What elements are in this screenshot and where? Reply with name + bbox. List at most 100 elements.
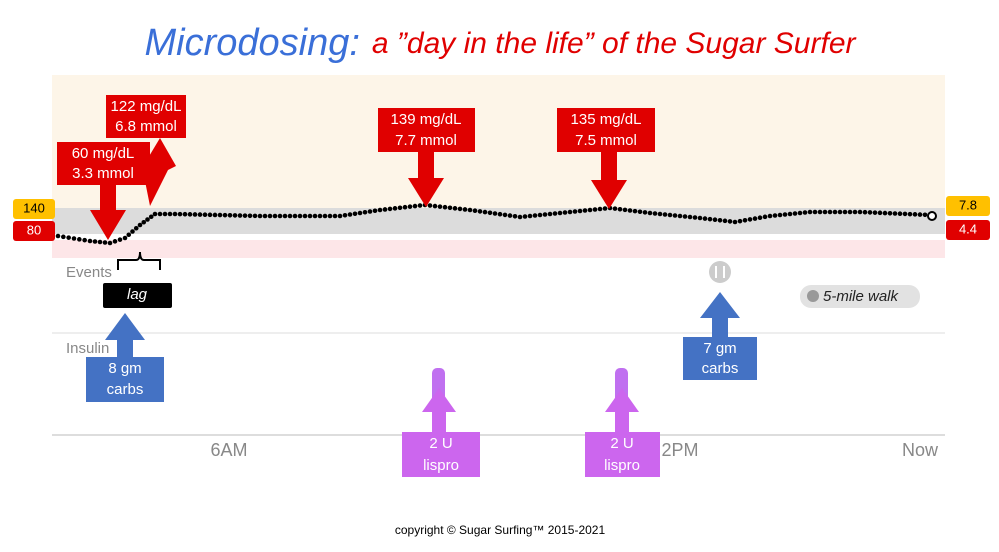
trace-dot	[477, 209, 483, 214]
trace-dot	[162, 211, 168, 217]
insulin-text: 2 U	[429, 435, 452, 452]
low-band	[52, 240, 945, 258]
trace-dot	[522, 214, 528, 219]
callout-text: 3.3 mmol	[72, 165, 134, 182]
trace-dot	[392, 206, 398, 211]
trace-dot	[612, 206, 618, 211]
trace-dot	[797, 210, 803, 216]
trace-dot	[145, 217, 150, 222]
trace-dot	[672, 213, 678, 218]
callout: 139 mg/dL 7.7 mmol	[378, 108, 475, 207]
trace-dot	[347, 212, 353, 217]
trace-dot	[192, 212, 198, 217]
trace-dot	[267, 213, 273, 219]
trace-dot	[722, 218, 728, 224]
left-low: 80	[27, 222, 41, 237]
trace-dot	[382, 207, 388, 212]
trace-dot	[302, 213, 308, 219]
callout-text: 135 mg/dL	[571, 111, 642, 128]
trace-dot	[622, 207, 628, 213]
trace-dot	[767, 213, 773, 219]
trace-dot	[126, 232, 132, 238]
trace-dot	[742, 217, 748, 223]
callout: 135 mg/dL 7.5 mmol	[557, 108, 655, 209]
insulin-arrow	[605, 388, 639, 432]
trace-dot	[427, 203, 433, 208]
trace-dot	[242, 213, 248, 218]
trace-dot	[817, 209, 823, 215]
activity-pill	[800, 285, 920, 308]
trace-dot	[232, 213, 238, 218]
trace-dot	[322, 213, 328, 219]
trace-dot	[507, 213, 513, 218]
trace-dot	[102, 240, 108, 245]
trace-dot	[402, 204, 408, 210]
trace-dot	[647, 210, 653, 216]
trace-dot	[117, 237, 123, 242]
trace-dot	[737, 218, 743, 224]
trace-dot	[287, 213, 293, 219]
trace-dot	[337, 213, 343, 219]
time-label: 6AM	[210, 440, 247, 460]
trace-dot	[307, 213, 313, 219]
trace-dot	[802, 210, 808, 215]
trace-dot	[227, 212, 233, 218]
right-high: 7.8	[959, 197, 977, 212]
trace-dot	[187, 212, 193, 217]
callout-box	[57, 142, 150, 185]
trace-dot	[572, 209, 578, 214]
trace-dot	[917, 212, 923, 217]
trace-dot	[437, 204, 443, 209]
trace-dot	[407, 204, 413, 209]
trace-dot	[532, 213, 538, 218]
activity-text: 5-mile walk	[823, 288, 900, 305]
callout-text: 60 mg/dL	[72, 145, 135, 162]
trace-dot	[822, 209, 828, 215]
trace-dot	[122, 235, 128, 241]
trace-dot	[652, 211, 658, 216]
trace-dot	[372, 208, 378, 214]
trace-dot	[71, 236, 77, 241]
trace-dot	[557, 210, 563, 216]
lag-box	[103, 283, 172, 308]
trace-dot	[497, 211, 503, 217]
trace-dot	[702, 216, 708, 221]
meal-icon-fork	[715, 266, 725, 278]
copyright: copyright © Sugar Surfing™ 2015-2021	[395, 523, 606, 537]
trace-dot	[707, 216, 713, 222]
callout-box	[378, 108, 475, 152]
trace-dot	[597, 206, 603, 212]
insulin-box	[585, 432, 660, 477]
trace-dot	[137, 222, 143, 228]
trace-dot	[657, 211, 663, 217]
insulin-text: lispro	[604, 457, 640, 474]
left-high: 140	[23, 200, 45, 215]
trace-dot	[562, 210, 568, 215]
glucose-trace	[55, 202, 928, 246]
trace-dot	[447, 205, 453, 211]
low-badge	[946, 220, 990, 240]
trace-dot	[272, 213, 278, 219]
trace-dot	[222, 212, 228, 218]
trace-dot	[752, 216, 758, 221]
trace-dot	[387, 206, 393, 212]
carbs-box	[86, 357, 164, 402]
carbs-arrow	[700, 292, 740, 337]
gap	[52, 234, 945, 240]
trace-dot	[662, 212, 668, 217]
trace-dot	[807, 209, 813, 215]
trace-dot	[87, 238, 93, 244]
current-point	[927, 211, 937, 221]
trace-dot	[892, 211, 898, 216]
trace-dot	[177, 211, 183, 217]
trace-dot	[617, 206, 623, 212]
carbs-text: 7 gm	[703, 340, 736, 357]
trace-dot	[677, 213, 683, 219]
trace-dot	[133, 225, 139, 231]
trace-dot	[292, 213, 298, 219]
high-band	[52, 75, 945, 208]
trace-dot	[237, 213, 243, 218]
trace-dot	[148, 214, 154, 220]
title-lead: Microdosing:	[144, 22, 359, 64]
trace-dot	[787, 211, 793, 217]
